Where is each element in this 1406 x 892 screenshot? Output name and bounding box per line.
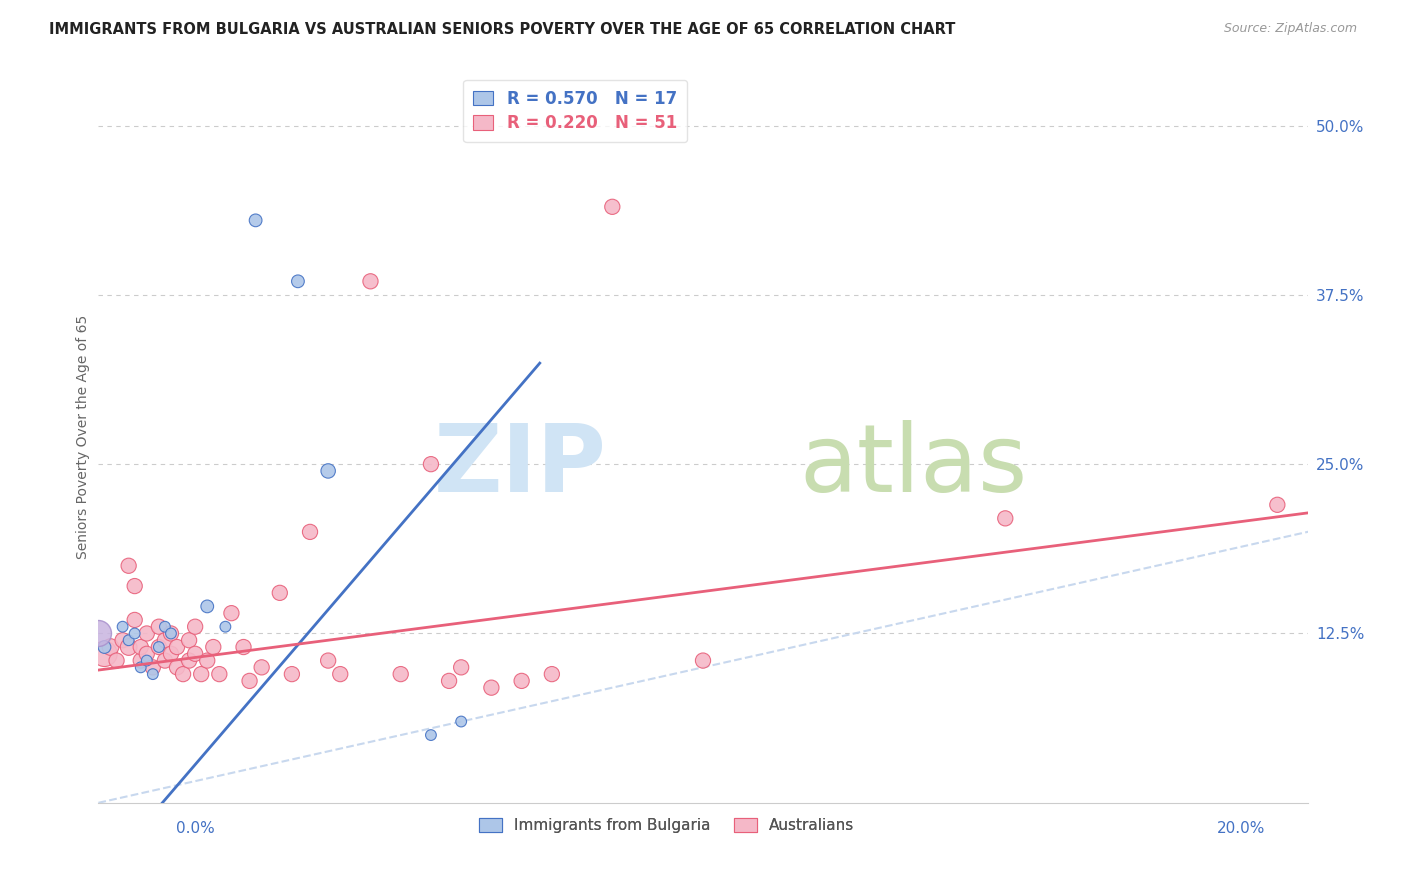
Point — [166, 660, 188, 674]
Point — [420, 457, 443, 471]
Point — [160, 626, 183, 640]
Point — [93, 640, 115, 654]
Point — [129, 654, 152, 668]
Text: ZIP: ZIP — [433, 420, 606, 512]
Point — [214, 620, 236, 634]
Point — [190, 667, 212, 681]
Point — [153, 633, 176, 648]
Point — [111, 620, 134, 634]
Y-axis label: Seniors Poverty Over the Age of 65: Seniors Poverty Over the Age of 65 — [76, 315, 90, 559]
Point — [195, 654, 218, 668]
Point — [124, 626, 146, 640]
Point — [93, 647, 115, 661]
Legend: Immigrants from Bulgaria, Australians: Immigrants from Bulgaria, Australians — [474, 812, 860, 839]
Point — [540, 667, 562, 681]
Point — [129, 640, 152, 654]
Point — [281, 667, 304, 681]
Text: 20.0%: 20.0% — [1218, 821, 1265, 836]
Point — [299, 524, 322, 539]
Point — [450, 660, 472, 674]
Point — [602, 200, 624, 214]
Point — [135, 647, 157, 661]
Text: IMMIGRANTS FROM BULGARIA VS AUSTRALIAN SENIORS POVERTY OVER THE AGE OF 65 CORREL: IMMIGRANTS FROM BULGARIA VS AUSTRALIAN S… — [49, 22, 956, 37]
Point — [87, 626, 110, 640]
Point — [208, 667, 231, 681]
Point — [184, 620, 207, 634]
Point — [510, 673, 533, 688]
Point — [316, 464, 339, 478]
Point — [437, 673, 460, 688]
Point — [232, 640, 254, 654]
Point — [269, 586, 291, 600]
Point — [179, 633, 201, 648]
Point — [148, 620, 170, 634]
Point — [481, 681, 503, 695]
Point — [124, 579, 146, 593]
Point — [245, 213, 267, 227]
Point — [692, 654, 714, 668]
Point — [221, 606, 243, 620]
Point — [1267, 498, 1289, 512]
Point — [316, 654, 339, 668]
Point — [129, 660, 152, 674]
Point — [148, 640, 170, 654]
Point — [172, 667, 194, 681]
Point — [239, 673, 262, 688]
Point — [329, 667, 352, 681]
Point — [160, 626, 183, 640]
Text: Source: ZipAtlas.com: Source: ZipAtlas.com — [1223, 22, 1357, 36]
Point — [160, 647, 183, 661]
Point — [360, 274, 382, 288]
Point — [389, 667, 412, 681]
Point — [153, 620, 176, 634]
Point — [118, 633, 141, 648]
Point — [118, 640, 141, 654]
Point — [184, 647, 207, 661]
Point — [450, 714, 472, 729]
Text: 0.0%: 0.0% — [176, 821, 215, 836]
Point — [287, 274, 309, 288]
Point — [195, 599, 218, 614]
Point — [420, 728, 443, 742]
Point — [142, 667, 165, 681]
Point — [153, 654, 176, 668]
Point — [111, 633, 134, 648]
Point — [179, 654, 201, 668]
Point — [118, 558, 141, 573]
Point — [250, 660, 273, 674]
Point — [142, 660, 165, 674]
Point — [148, 640, 170, 654]
Text: atlas: atlas — [800, 420, 1028, 512]
Point — [202, 640, 225, 654]
Point — [100, 640, 122, 654]
Point — [124, 613, 146, 627]
Point — [994, 511, 1017, 525]
Point — [135, 626, 157, 640]
Point — [105, 654, 128, 668]
Point — [135, 654, 157, 668]
Point — [166, 640, 188, 654]
